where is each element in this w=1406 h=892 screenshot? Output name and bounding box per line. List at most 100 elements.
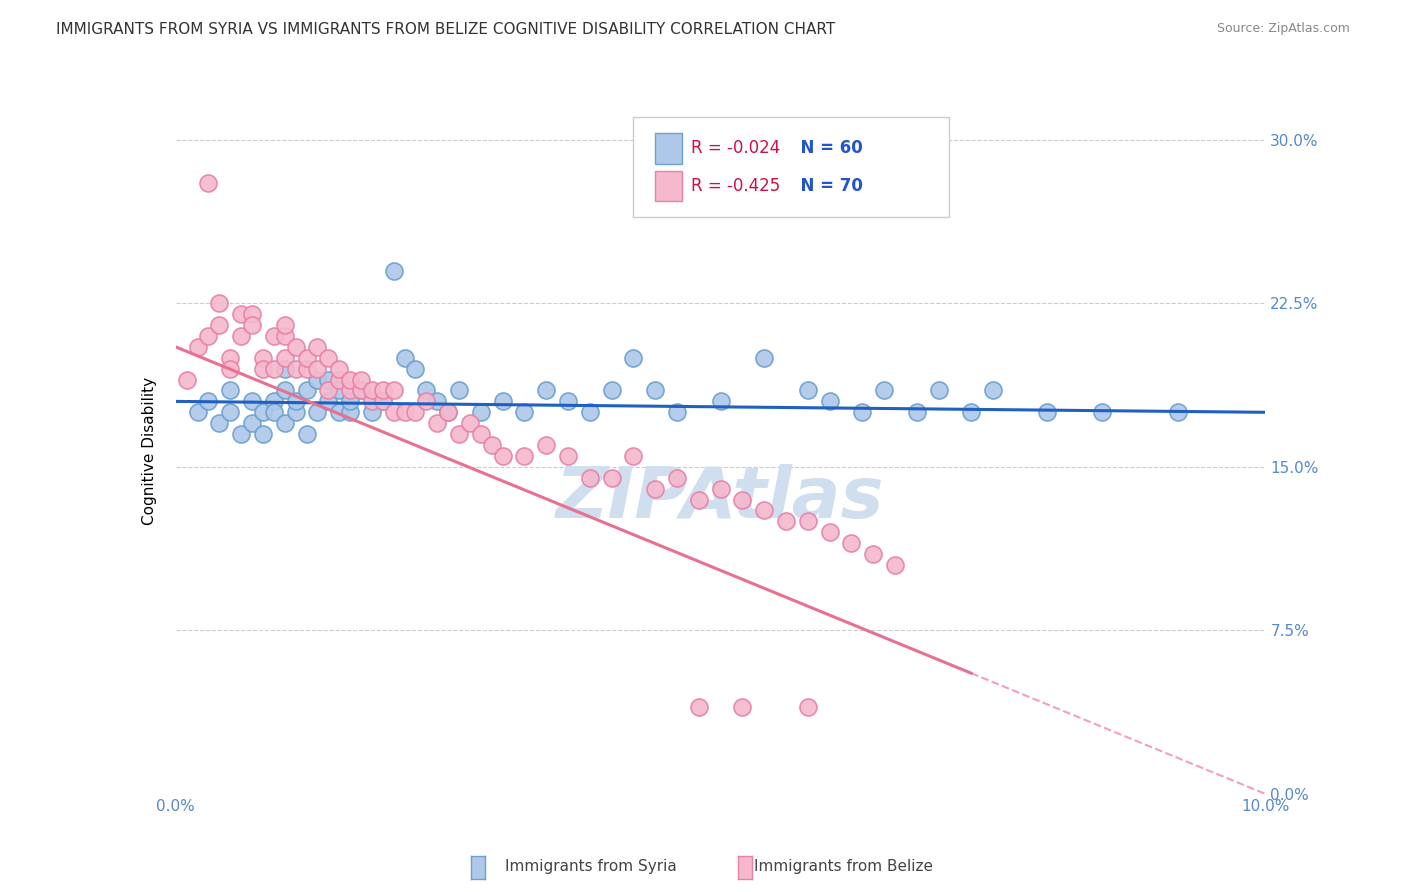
Point	[458, 416, 481, 430]
Point	[219, 361, 242, 376]
Point	[263, 394, 285, 409]
Point	[274, 318, 297, 332]
Point	[252, 405, 274, 419]
Point	[470, 405, 492, 419]
Point	[873, 384, 896, 398]
Point	[557, 449, 579, 463]
Point	[360, 405, 382, 419]
Point	[197, 394, 219, 409]
Point	[731, 492, 754, 507]
Point	[1036, 405, 1059, 419]
Point	[754, 503, 776, 517]
Point	[295, 361, 318, 376]
Point	[240, 307, 263, 321]
Point	[197, 177, 219, 191]
Point	[862, 547, 884, 561]
Text: R = -0.425: R = -0.425	[692, 177, 780, 195]
Point	[382, 405, 405, 419]
Point	[360, 384, 382, 398]
Point	[481, 438, 503, 452]
Point	[339, 405, 361, 419]
Point	[437, 405, 460, 419]
Point	[339, 373, 361, 387]
Point	[284, 361, 307, 376]
Point	[415, 394, 437, 409]
Point	[219, 384, 242, 398]
Point	[328, 384, 350, 398]
Point	[307, 361, 329, 376]
FancyBboxPatch shape	[655, 170, 682, 202]
Y-axis label: Cognitive Disability: Cognitive Disability	[142, 376, 157, 524]
Text: ZIPAtlas: ZIPAtlas	[557, 464, 884, 533]
Point	[186, 405, 209, 419]
Point	[382, 384, 405, 398]
Point	[731, 699, 754, 714]
Point	[371, 394, 394, 409]
Point	[318, 394, 340, 409]
Text: IMMIGRANTS FROM SYRIA VS IMMIGRANTS FROM BELIZE COGNITIVE DISABILITY CORRELATION: IMMIGRANTS FROM SYRIA VS IMMIGRANTS FROM…	[56, 22, 835, 37]
Point	[557, 394, 579, 409]
Point	[818, 525, 841, 540]
Point	[382, 263, 405, 277]
Point	[666, 471, 689, 485]
Legend: , : ,	[890, 109, 952, 181]
Point	[328, 405, 350, 419]
Point	[371, 384, 394, 398]
Point	[797, 514, 820, 528]
Point	[295, 351, 318, 365]
Point	[360, 394, 382, 409]
Point	[818, 394, 841, 409]
Point	[851, 405, 873, 419]
Point	[644, 482, 666, 496]
Point	[252, 427, 274, 442]
Point	[263, 361, 285, 376]
Point	[318, 373, 340, 387]
Point	[470, 427, 492, 442]
Point	[208, 296, 231, 310]
Point	[350, 384, 373, 398]
Point	[534, 438, 557, 452]
Point	[240, 416, 263, 430]
Point	[447, 384, 470, 398]
Point	[339, 384, 361, 398]
Point	[328, 361, 350, 376]
Point	[219, 405, 242, 419]
Point	[960, 405, 983, 419]
Point	[176, 373, 198, 387]
Point	[307, 405, 329, 419]
Point	[263, 329, 285, 343]
Point	[263, 405, 285, 419]
Point	[240, 318, 263, 332]
Point	[350, 373, 373, 387]
Point	[197, 329, 219, 343]
Point	[405, 361, 427, 376]
Point	[513, 449, 536, 463]
Point	[394, 405, 416, 419]
Point	[274, 351, 297, 365]
Point	[621, 351, 644, 365]
Point	[447, 427, 470, 442]
Point	[350, 384, 373, 398]
Point	[274, 329, 297, 343]
Text: Immigrants from Syria: Immigrants from Syria	[505, 859, 676, 874]
Point	[284, 340, 307, 354]
Point	[394, 351, 416, 365]
Point	[1091, 405, 1114, 419]
Point	[295, 384, 318, 398]
Point	[186, 340, 209, 354]
Point	[274, 416, 297, 430]
Point	[644, 384, 666, 398]
Point	[621, 449, 644, 463]
Point	[534, 384, 557, 398]
Point	[274, 384, 297, 398]
Text: Immigrants from Belize: Immigrants from Belize	[754, 859, 934, 874]
Point	[231, 427, 253, 442]
Text: R = -0.024: R = -0.024	[692, 139, 780, 157]
Point	[318, 384, 340, 398]
Text: N = 60: N = 60	[789, 139, 863, 157]
Point	[981, 384, 1004, 398]
Point	[231, 307, 253, 321]
FancyBboxPatch shape	[633, 118, 949, 217]
Point	[492, 449, 515, 463]
Point	[579, 405, 602, 419]
